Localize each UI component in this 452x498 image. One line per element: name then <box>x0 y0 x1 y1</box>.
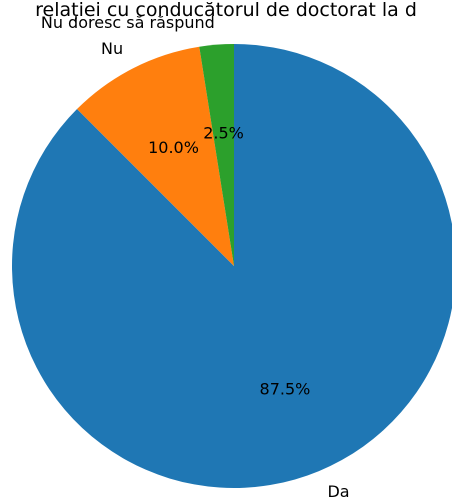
slice-label-nu: Nu <box>101 39 123 58</box>
slice-label-nu-doresc-sa-raspund: Nu doresc să răspund <box>41 13 215 32</box>
pct-label-nu: 10.0% <box>148 138 199 157</box>
pie-slice-nu-doresc-sa-raspund <box>199 44 234 266</box>
pct-label-nu-doresc-sa-raspund: 2.5% <box>203 124 244 143</box>
pie-labels: Da 87.5% Nu 10.0% Nu doresc să răspund 2.5% <box>41 13 350 498</box>
pie-slice-nu <box>77 46 234 267</box>
pie-slice-da <box>12 44 452 488</box>
slice-label-da: Da <box>327 482 349 498</box>
pct-label-da: 87.5% <box>260 380 311 399</box>
pie-slices <box>12 44 452 488</box>
chart-title: relației cu conducătorul de doctorat la … <box>35 0 417 21</box>
